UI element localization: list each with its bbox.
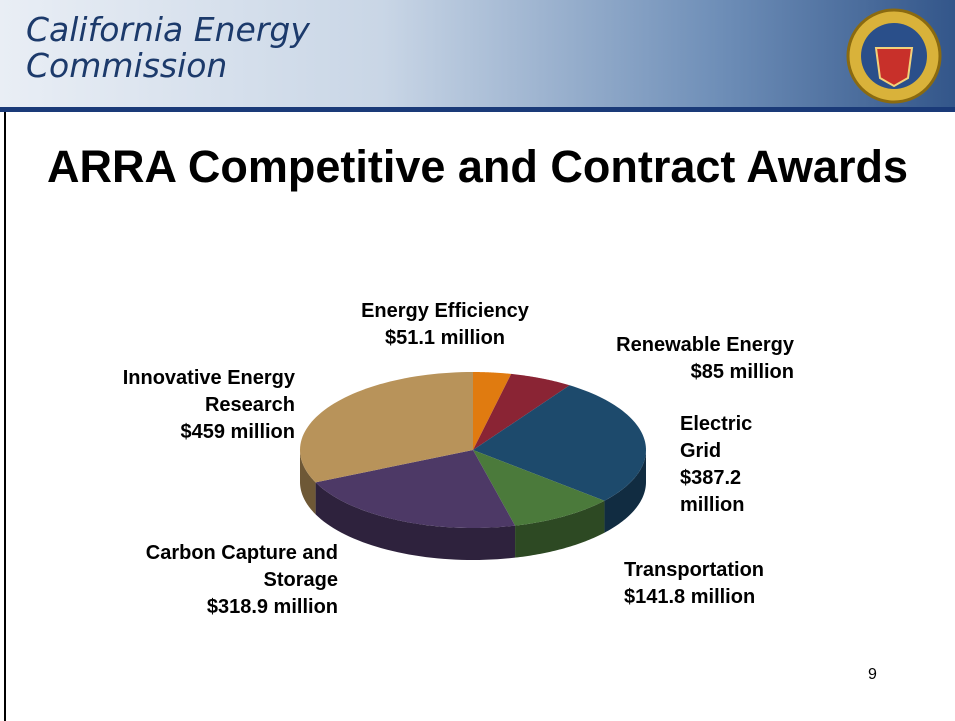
slice-side [604,450,646,533]
header-banner: California Energy Commission [0,0,955,112]
slice-side [300,450,316,515]
left-border [4,112,6,721]
slice [315,450,516,528]
slice-label: Carbon Capture and Storage $318.9 million [80,540,338,621]
value-label: $141.8 million [624,586,756,608]
value-label: $459 million [180,421,296,443]
category-label: Innovative Energy Research [122,367,295,416]
value-label: $387.2 million [680,467,745,516]
slice-label: Electric Grid $387.2 million [680,411,790,519]
header-title: California Energy Commission [26,10,310,85]
slice-side [515,500,605,558]
slice-label: Energy Efficiency $51.1 million [320,298,570,352]
slice-label: Innovative Energy Research $459 million [90,365,295,446]
slice [300,372,473,483]
slice [473,373,570,450]
category-label: Electric Grid [680,413,753,462]
category-label: Transportation [624,559,765,581]
slice-label: Transportation $141.8 million [624,557,824,611]
slice [473,372,512,450]
category-label: Energy Efficiency [361,300,529,322]
slide-title: ARRA Competitive and Contract Awards [47,141,908,192]
slice-label: Renewable Energy $85 million [540,332,794,386]
category-label: Carbon Capture and Storage [145,542,338,591]
slice [473,385,646,501]
page-number: 9 [868,666,877,683]
seal [846,8,942,104]
value-label: $85 million [690,361,794,383]
value-label: $51.1 million [384,327,506,349]
value-label: $318.9 million [206,596,338,618]
category-label: Renewable Energy [616,334,794,356]
slice-side [315,482,516,560]
slice [473,450,605,526]
